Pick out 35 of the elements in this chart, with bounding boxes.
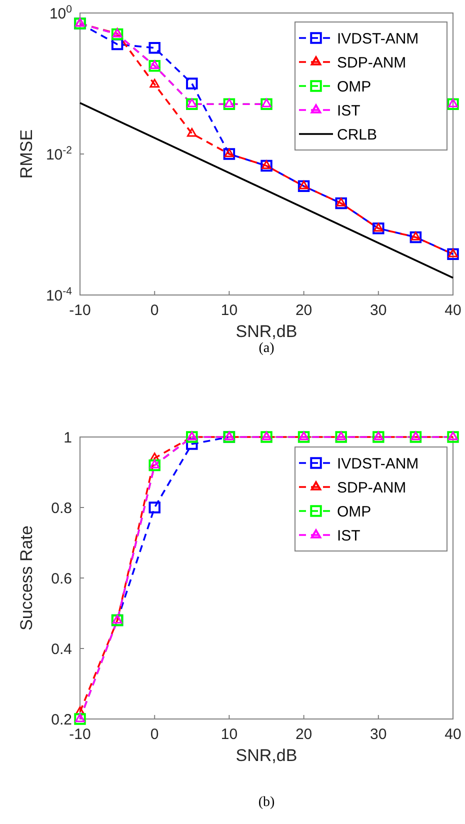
x-tick-label: 20 <box>295 302 312 319</box>
text: (a) <box>258 341 275 356</box>
x-axis-title: SNR,dB <box>236 746 298 765</box>
x-tick-label: 10 <box>220 726 238 743</box>
x-tick-label: 0 <box>150 302 159 319</box>
legend-label: SDP-ANM <box>337 54 406 72</box>
y-tick-label: 0.4 <box>51 640 72 658</box>
x-tick-label: 40 <box>444 726 462 743</box>
y-tick-label: 0.2 <box>51 711 72 728</box>
legend-label: IST <box>337 527 360 544</box>
y-tick-label: 10$^{-4}$ <box>46 285 72 304</box>
x-tick-label: 30 <box>370 302 387 319</box>
x-axis-title: SNR,dB <box>236 322 298 341</box>
x-tick-label: 20 <box>295 726 312 743</box>
y-tick-label: 0.6 <box>51 570 72 588</box>
legend-label: IST <box>337 102 360 120</box>
x-tick-label: 0 <box>150 726 159 743</box>
x-tick-label: -10 <box>69 302 91 319</box>
x-tick-label: 40 <box>444 302 462 319</box>
legend-label: CRLB <box>337 126 378 144</box>
legend-label: IVDST-ANM <box>337 30 419 48</box>
y-axis-title: RMSE <box>17 129 36 179</box>
x-tick-label: -10 <box>69 726 91 743</box>
x-tick-label: 10 <box>220 302 238 319</box>
legend-label: OMP <box>337 503 372 520</box>
legend-label: IVDST-ANM <box>337 455 419 472</box>
y-tick-label: 10$^{-2}$ <box>46 144 72 164</box>
y-tick-label: 10$^{0}$ <box>49 3 72 22</box>
y-tick-label: 0.8 <box>51 500 72 517</box>
x-tick-label: 30 <box>370 726 387 743</box>
y-axis-title: Success Rate <box>17 526 36 630</box>
text: (b) <box>258 795 275 810</box>
legend-label: SDP-ANM <box>337 479 406 496</box>
y-tick-label: 1 <box>64 429 72 446</box>
legend-label: OMP <box>337 78 372 96</box>
